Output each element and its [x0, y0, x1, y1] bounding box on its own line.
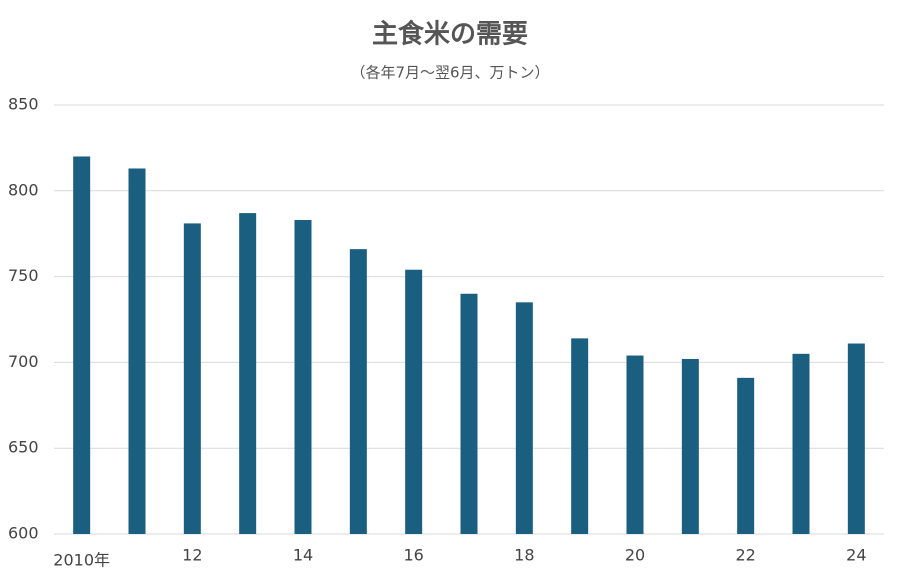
y-tick-label: 600 [8, 524, 39, 543]
bar [349, 249, 367, 535]
y-tick-label: 800 [8, 180, 39, 199]
bar [571, 338, 589, 534]
bar [681, 358, 699, 534]
y-tick-label: 750 [8, 266, 39, 285]
x-tick-label: 14 [293, 546, 313, 565]
bar [294, 219, 312, 535]
y-tick-label: 850 [8, 95, 39, 114]
y-tick-label: 650 [8, 438, 39, 457]
bar [792, 353, 810, 534]
bar [183, 223, 201, 535]
bar [515, 302, 533, 534]
x-tick-label: 20 [625, 546, 645, 565]
x-tick-label: 24 [846, 546, 866, 565]
x-tick-label: 22 [735, 546, 755, 565]
chart-subtitle: （各年7月～翌6月、万トン） [350, 64, 549, 82]
x-tick-label: 16 [403, 546, 423, 565]
bar [73, 156, 91, 535]
bar [847, 343, 865, 534]
bar [737, 377, 755, 534]
x-tick-label: 18 [514, 546, 534, 565]
bar [626, 355, 644, 534]
chart-title: 主食米の需要 [372, 19, 528, 50]
bar [405, 269, 423, 534]
x-tick-label: 12 [182, 546, 202, 565]
bar [460, 293, 478, 534]
y-tick-label: 700 [8, 352, 39, 371]
x-tick-label: 2010年 [53, 551, 110, 570]
bar [128, 168, 146, 534]
bar [239, 213, 257, 534]
